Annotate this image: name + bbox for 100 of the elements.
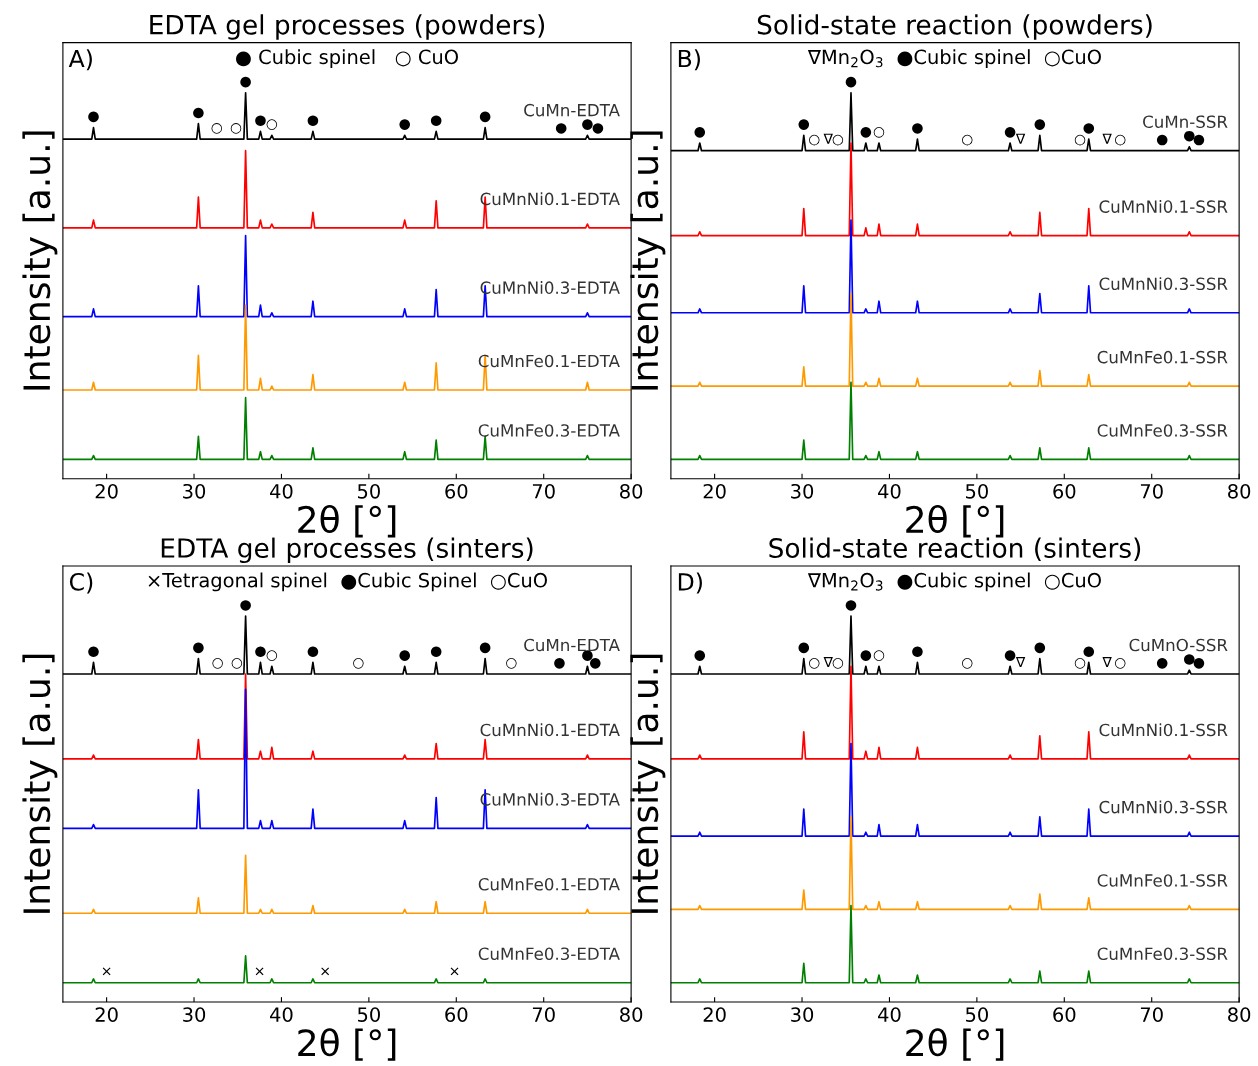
annotation: ● bbox=[307, 115, 319, 127]
x-tick-label: 30 bbox=[791, 483, 814, 499]
annotation: ● bbox=[555, 123, 567, 134]
x-tick-label: 30 bbox=[791, 1007, 814, 1022]
x-tick-label: 50 bbox=[966, 1007, 988, 1022]
text: A) bbox=[68, 49, 92, 71]
x-tick-label: 50 bbox=[358, 483, 380, 499]
x-tick-label: 60 bbox=[1053, 1007, 1076, 1022]
annotation: ● bbox=[582, 119, 593, 130]
x-tick-label: 60 bbox=[1053, 483, 1076, 499]
annotation: ∇ bbox=[1015, 133, 1026, 144]
annotation: ● bbox=[399, 650, 411, 661]
annotation: ○ bbox=[266, 119, 278, 130]
annotation: ● bbox=[1193, 134, 1205, 146]
y-axis-title: Intensity [a.u.] bbox=[22, 131, 58, 390]
annotation: ● bbox=[430, 646, 442, 658]
series-label: CuMnNi0.3-EDTA bbox=[480, 281, 620, 294]
series-label: CuMnNi0.1-EDTA bbox=[480, 723, 620, 737]
x-tick-label: 40 bbox=[878, 1007, 901, 1022]
annotation: ● bbox=[845, 76, 857, 88]
x-tick-label: 30 bbox=[183, 1007, 206, 1022]
x-tick-label: 20 bbox=[703, 483, 726, 499]
annotation: ∇ bbox=[823, 133, 833, 144]
annotation: ● bbox=[798, 119, 810, 130]
text: ∇Mn$_{2}$O$_{3}$ ●Cubic spinel ○CuO bbox=[807, 49, 1101, 68]
series-label: CuMnFe0.3-SSR bbox=[1097, 424, 1228, 437]
x-tick-label: 20 bbox=[703, 1007, 726, 1022]
annotation: ● bbox=[1184, 654, 1195, 665]
series-label: CuMnNi0.3-SSR bbox=[1099, 277, 1228, 291]
series-label: CuMnFe0.3-EDTA bbox=[478, 947, 620, 961]
annotation: ● bbox=[912, 123, 923, 134]
annotation: ● bbox=[1034, 642, 1046, 654]
text: D) bbox=[678, 572, 702, 594]
annotation: ● bbox=[193, 107, 204, 119]
annotation: ● bbox=[694, 127, 706, 138]
annotation: × bbox=[102, 967, 111, 976]
annotation: ● bbox=[193, 642, 204, 654]
annotation: ● bbox=[554, 658, 565, 669]
annotation: ○ bbox=[353, 657, 364, 669]
x-axis-title: 2θ [°] bbox=[906, 504, 1004, 538]
annotation: ● bbox=[860, 650, 872, 661]
series-label: CuMnNi0.1-SSR bbox=[1099, 200, 1228, 213]
annotation: ● bbox=[860, 127, 872, 138]
x-axis-title: 2θ [°] bbox=[298, 504, 396, 538]
annotation: ○ bbox=[1074, 657, 1086, 669]
x-tick-label: 20 bbox=[95, 1007, 118, 1022]
annotation: ● bbox=[845, 600, 857, 611]
x-tick-label: 40 bbox=[270, 483, 293, 499]
annotation: ● bbox=[1156, 658, 1168, 669]
x-tick-label: 50 bbox=[358, 1007, 380, 1022]
annotation: ○ bbox=[961, 657, 973, 669]
x-tick-label: 80 bbox=[1228, 483, 1251, 499]
x-axis-title: 2θ [°] bbox=[298, 1028, 396, 1061]
annotation: ● bbox=[255, 646, 266, 658]
annotation: ○ bbox=[506, 657, 517, 669]
annotation: ● bbox=[1034, 119, 1046, 130]
annotation: ● bbox=[798, 642, 810, 654]
series-label: CuMnFe0.1-EDTA bbox=[478, 878, 620, 891]
x-tick-label: 50 bbox=[966, 483, 988, 499]
annotation: ○ bbox=[212, 657, 223, 669]
annotation: ○ bbox=[961, 134, 973, 146]
x-tick-label: 40 bbox=[270, 1007, 293, 1022]
annotation: ○ bbox=[832, 134, 844, 146]
annotation: ● bbox=[240, 76, 251, 88]
annotation: ● bbox=[479, 111, 491, 123]
x-tick-label: 30 bbox=[183, 483, 206, 499]
y-axis-title: Intensity [a.u.] bbox=[22, 654, 58, 913]
series-label: CuMnO-SSR bbox=[1129, 638, 1228, 652]
x-tick-label: 80 bbox=[620, 483, 643, 499]
annotation: ● bbox=[255, 115, 266, 127]
text: ● Cubic spinel ○ CuO bbox=[236, 49, 458, 68]
annotation: ● bbox=[399, 119, 411, 130]
annotation: × bbox=[255, 967, 264, 976]
annotation: ● bbox=[1004, 127, 1016, 138]
x-tick-label: 70 bbox=[1140, 1007, 1163, 1022]
x-tick-label: 80 bbox=[1228, 1007, 1251, 1022]
chart-title: Solid-state reaction (sinters) bbox=[769, 537, 1141, 562]
annotation: ○ bbox=[1114, 134, 1126, 146]
y-axis-title: Intensity [a.u.] bbox=[630, 131, 666, 390]
series-label: CuMnFe0.3-EDTA bbox=[478, 424, 620, 437]
annotation: ∇ bbox=[1102, 133, 1112, 144]
annotation: ○ bbox=[231, 657, 243, 669]
annotation: ● bbox=[479, 642, 491, 654]
series-label: CuMnNi0.1-SSR bbox=[1099, 723, 1228, 737]
x-tick-label: 60 bbox=[445, 483, 468, 499]
x-tick-label: 70 bbox=[1140, 483, 1163, 499]
annotation: ● bbox=[88, 646, 99, 658]
text: ×Tetragonal spinel ●Cubic Spinel ○CuO bbox=[148, 572, 547, 592]
text: ∇Mn$_{2}$O$_{3}$ ●Cubic spinel ○CuO bbox=[807, 572, 1101, 592]
annotation: ● bbox=[1184, 130, 1195, 142]
annotation: ● bbox=[430, 115, 442, 127]
annotation: ● bbox=[694, 650, 706, 661]
annotation: ○ bbox=[211, 123, 223, 134]
annotation: × bbox=[321, 967, 330, 976]
chart-title: EDTA gel processes (sinters) bbox=[161, 537, 533, 564]
annotation: ○ bbox=[808, 657, 820, 669]
x-tick-label: 70 bbox=[532, 1007, 555, 1022]
annotation: ○ bbox=[873, 650, 885, 661]
text: B) bbox=[678, 49, 700, 71]
annotation: ● bbox=[307, 646, 319, 658]
